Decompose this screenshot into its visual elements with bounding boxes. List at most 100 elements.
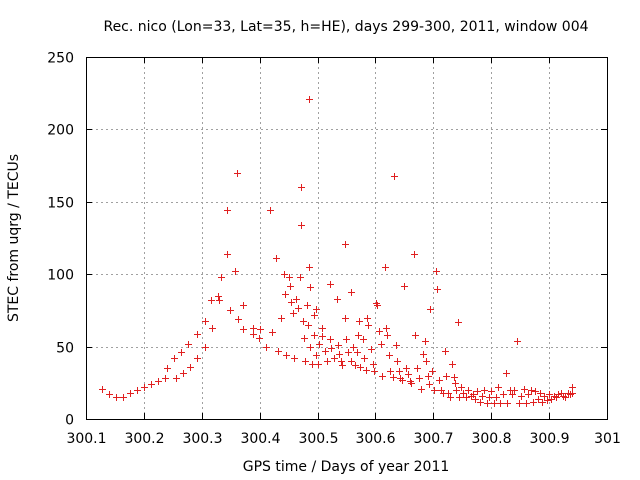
data-point [370,361,377,368]
data-point [455,319,462,326]
data-point [530,399,537,406]
data-point [364,315,371,322]
data-point [288,299,295,306]
data-point [356,318,363,325]
data-point [256,335,263,342]
data-point [218,274,225,281]
data-point [342,315,349,322]
data-point [275,348,282,355]
data-point [360,336,367,343]
data-point [216,297,223,304]
data-point [305,322,312,329]
data-point [412,332,419,339]
data-point [232,268,239,275]
data-point [539,399,546,406]
x-tick-label: 301 [594,431,621,447]
data-point [141,384,148,391]
data-point [361,355,368,362]
data-point [355,332,362,339]
data-point [307,344,314,351]
data-point [488,388,495,395]
data-point [350,344,357,351]
data-point [383,325,390,332]
data-point [368,346,375,353]
data-point [449,361,456,368]
data-point [514,338,521,345]
data-point [286,274,293,281]
data-point [187,364,194,371]
data-point [215,293,222,300]
data-point [300,318,307,325]
grid [86,57,607,419]
data-point [339,362,346,369]
data-point [504,400,511,407]
data-point [452,380,459,387]
data-point [422,338,429,345]
data-point [477,399,484,406]
data-point [297,274,304,281]
data-point [365,322,372,329]
data-point [281,271,288,278]
data-point [394,358,401,365]
data-point [240,302,247,309]
data-point [562,394,569,401]
data-point [357,364,364,371]
data-point [426,381,433,388]
data-point [148,381,155,388]
data-point [327,281,334,288]
plot-frame [86,57,608,420]
y-tick-label: 50 [56,341,74,357]
data-point [537,390,544,397]
y-tick-label: 150 [47,196,74,212]
data-point [301,335,308,342]
data-point [401,283,408,290]
x-tick-label: 300.1 [66,431,106,447]
data-point [555,391,562,398]
data-point [386,352,393,359]
data-point [348,289,355,296]
data-point [403,365,410,372]
data-point [376,328,383,335]
axis-ticks: 300.1 300.2 300.3 300.4 300.5 300.6 300.7 300.8… [47,51,621,448]
data-point [180,370,187,377]
data-point [379,373,386,380]
y-tick-label: 0 [65,413,74,429]
data-point [429,368,436,375]
data-point [447,394,454,401]
data-point [371,368,378,375]
x-tick-label: 300.4 [240,431,280,447]
data-point [479,393,486,400]
data-point [548,396,555,403]
data-point [511,387,518,394]
data-point [338,358,345,365]
data-point [518,393,525,400]
data-point [458,384,465,391]
data-point [327,336,334,343]
data-point [240,326,247,333]
data-point [436,377,443,384]
data-point [224,207,231,214]
data-point [382,264,389,271]
data-point [319,325,326,332]
data-point [319,333,326,340]
data-point [465,387,472,394]
data-point [331,355,338,362]
data-point [293,296,300,303]
data-point [503,370,510,377]
y-tick-label: 200 [47,123,74,139]
data-point [393,342,400,349]
data-point [509,391,516,398]
data-point [227,307,234,314]
data-point [257,326,264,333]
data-point [443,373,450,380]
data-point [328,345,335,352]
data-point [532,388,539,395]
data-point [282,291,289,298]
data-point [324,358,331,365]
data-point [164,365,171,372]
data-point [287,283,294,290]
data-point [348,358,355,365]
data-point [250,325,257,332]
data-point [283,352,290,359]
data-point [345,349,352,356]
